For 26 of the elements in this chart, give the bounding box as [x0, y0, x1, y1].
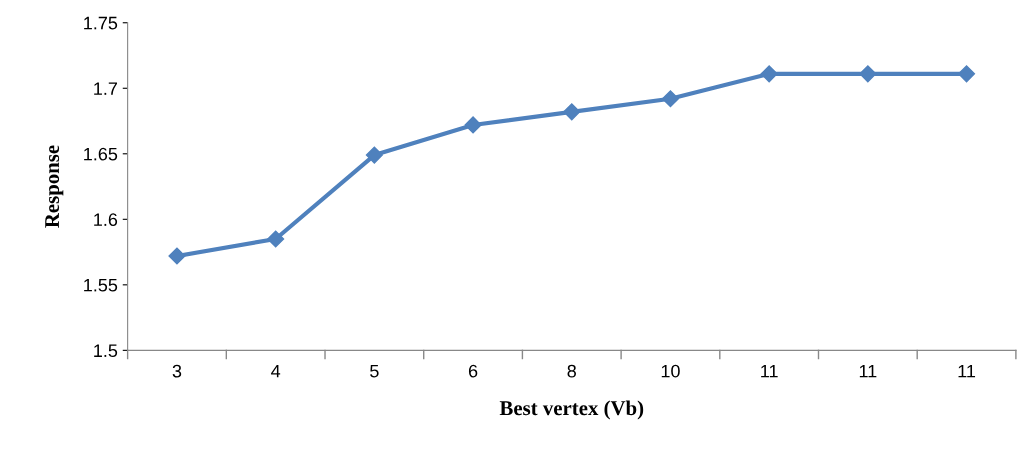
x-tick-label: 8: [567, 364, 576, 378]
y-axis-title: Response: [45, 145, 64, 228]
point: [563, 103, 581, 121]
x-tick-label: 11: [859, 364, 877, 378]
point: [760, 65, 778, 83]
x-tick-label: 4: [271, 364, 281, 378]
point: [859, 65, 877, 83]
y-tick-label: 1.55: [84, 278, 118, 292]
y-tick-label: 1.7: [94, 82, 117, 95]
y-tick-label: 1.6: [94, 213, 118, 227]
x-tick-label: 11: [761, 364, 778, 378]
point: [661, 90, 680, 108]
x-tick-label: 10: [661, 364, 680, 378]
y-tick-label: 1.65: [84, 147, 118, 161]
point: [365, 146, 383, 164]
x-tick-label: 5: [370, 364, 379, 378]
point: [957, 65, 976, 83]
x-tick-label: 3: [172, 364, 182, 378]
x-tick-label: 11: [958, 364, 976, 378]
point: [168, 247, 186, 265]
point: [464, 116, 482, 134]
x-tick-label: 6: [468, 364, 478, 378]
y-tick-label: 1.75: [84, 16, 118, 30]
y-tick-label: 1.5: [94, 344, 118, 358]
x-axis-title: Best vertex (Vb): [499, 400, 644, 420]
point: [267, 230, 285, 248]
